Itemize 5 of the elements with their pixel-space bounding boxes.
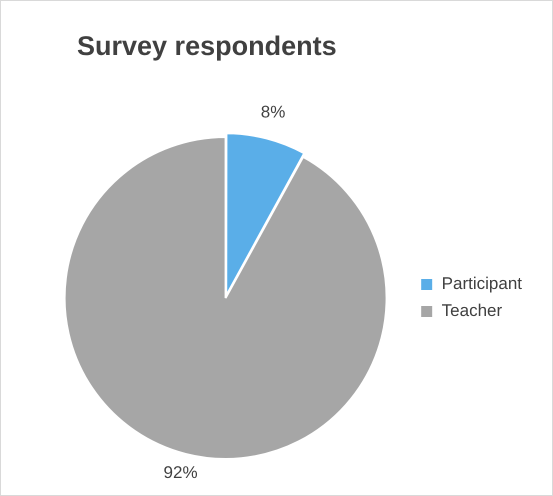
data-label: 8% xyxy=(260,102,286,122)
chart-title: Survey respondents xyxy=(77,31,337,62)
legend-label: Participant xyxy=(442,274,522,294)
legend-label: Teacher xyxy=(442,301,502,320)
data-label: 92% xyxy=(164,463,198,482)
